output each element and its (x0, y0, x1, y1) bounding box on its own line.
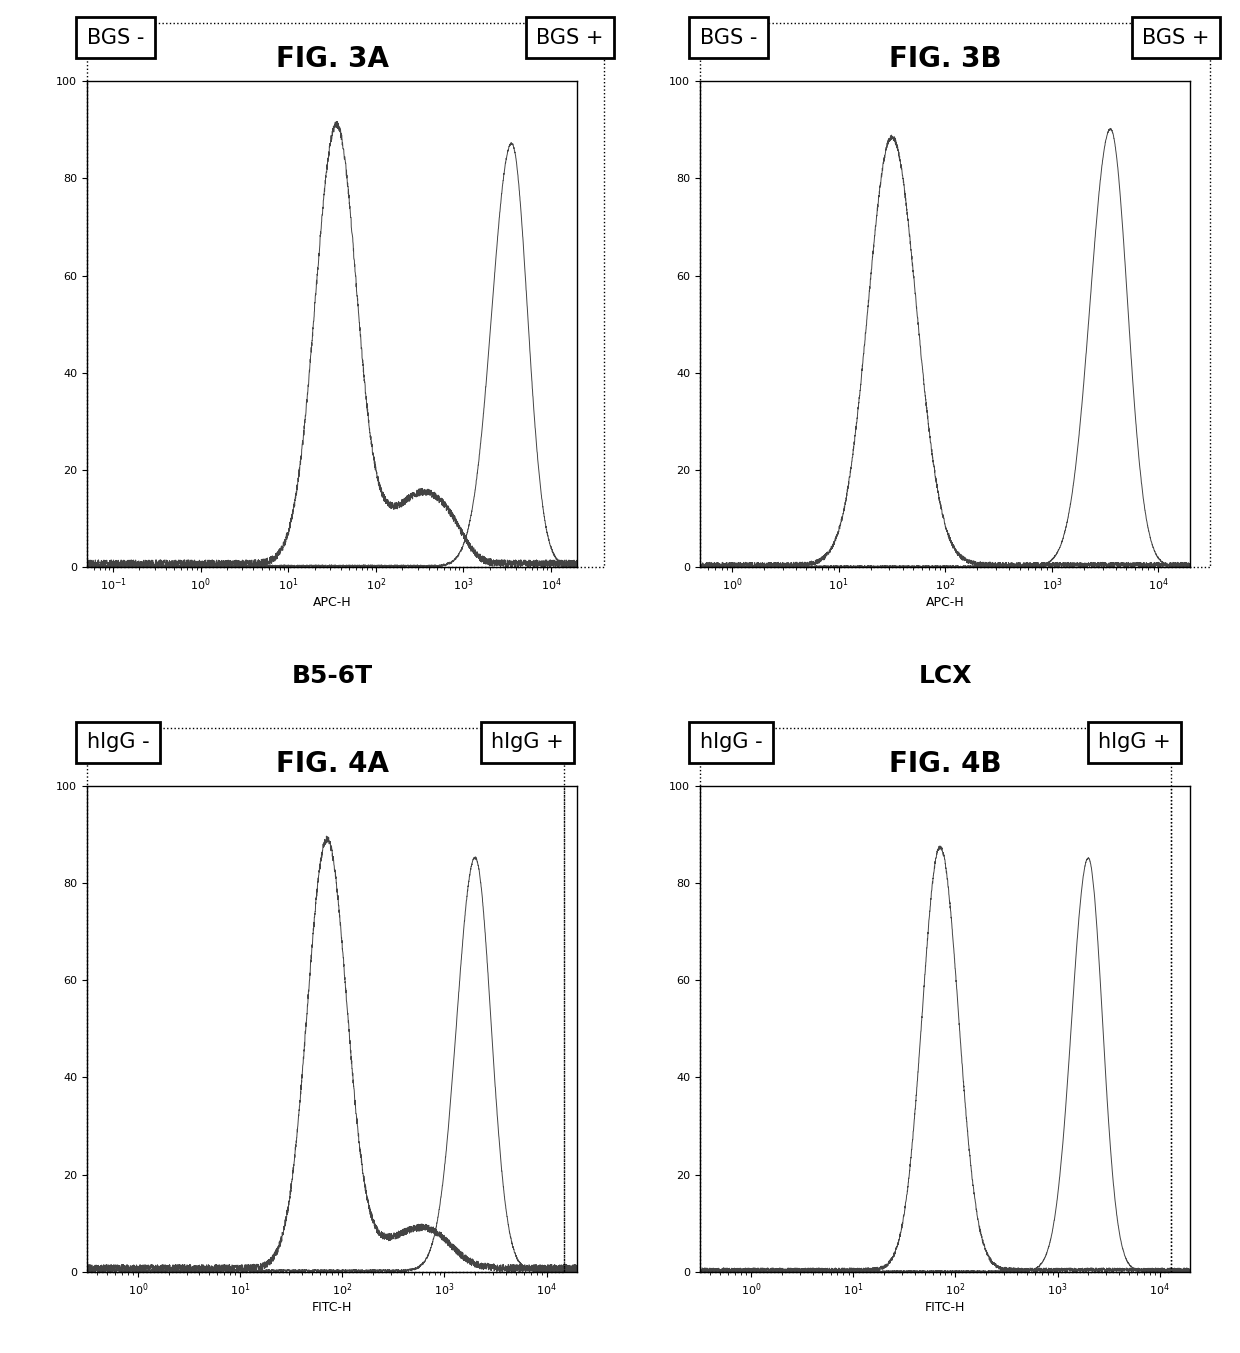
X-axis label: FITC-H: FITC-H (311, 1302, 352, 1314)
Text: hIgG -: hIgG - (699, 732, 763, 752)
X-axis label: APC-H: APC-H (926, 597, 965, 609)
Text: hIgG +: hIgG + (491, 732, 564, 752)
Text: BGS -: BGS - (87, 27, 144, 47)
Title: FIG. 4A: FIG. 4A (275, 750, 388, 778)
X-axis label: FITC-H: FITC-H (925, 1302, 966, 1314)
Title: FIG. 3A: FIG. 3A (275, 45, 388, 73)
Text: hIgG +: hIgG + (1099, 732, 1171, 752)
Text: BGS +: BGS + (1142, 27, 1209, 47)
Bar (699, 728, 1171, 1272)
Text: BGS +: BGS + (536, 27, 604, 47)
Text: B5-6T: B5-6T (291, 664, 372, 689)
X-axis label: APC-H: APC-H (312, 597, 351, 609)
Title: FIG. 3B: FIG. 3B (889, 45, 1002, 73)
Title: FIG. 4B: FIG. 4B (889, 750, 1002, 778)
Bar (699, 23, 1209, 567)
Text: LCX: LCX (919, 664, 972, 689)
Bar (87, 23, 604, 567)
Text: BGS -: BGS - (699, 27, 758, 47)
Bar (87, 728, 564, 1272)
Text: hIgG -: hIgG - (87, 732, 150, 752)
